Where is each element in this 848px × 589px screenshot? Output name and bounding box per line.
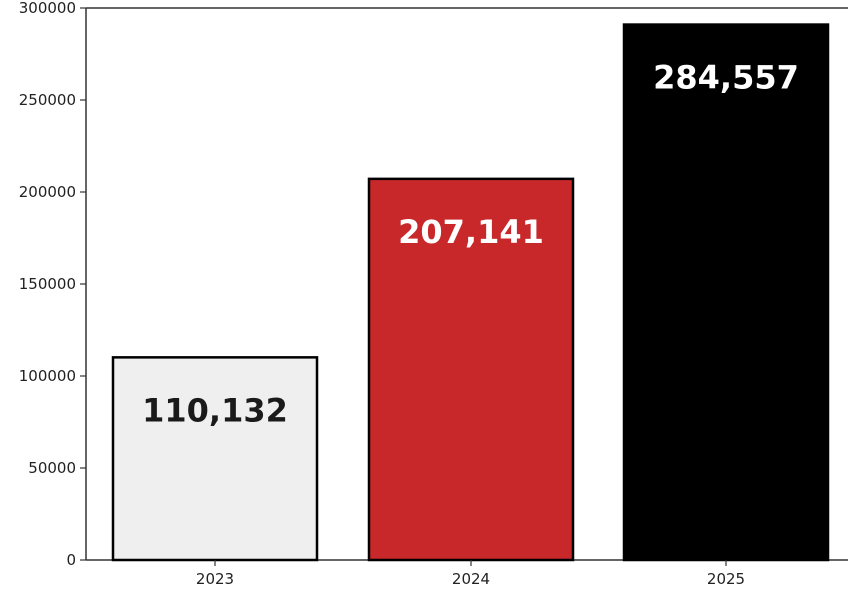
x-axis: 2023 2024 2025 xyxy=(196,560,745,588)
y-tick-label: 150000 xyxy=(19,275,76,293)
bar-2024 xyxy=(367,177,575,562)
bar-2023 xyxy=(111,356,319,562)
y-tick-label: 0 xyxy=(66,551,76,569)
y-tick-label: 100000 xyxy=(19,367,76,385)
x-tick-label: 2025 xyxy=(707,570,745,588)
y-axis: 0 50000 100000 150000 200000 250000 300000 xyxy=(19,0,86,569)
data-label-2024: 207,141 xyxy=(398,213,544,251)
y-tick-label: 50000 xyxy=(28,459,76,477)
bar-2025 xyxy=(622,23,830,562)
y-tick-label: 200000 xyxy=(19,183,76,201)
y-tick-label: 300000 xyxy=(19,0,76,17)
x-tick-label: 2023 xyxy=(196,570,234,588)
x-tick-label: 2024 xyxy=(452,570,490,588)
data-label-2023: 110,132 xyxy=(142,391,288,429)
bars: 110,132 207,141 284,557 xyxy=(111,23,830,562)
y-tick-label: 250000 xyxy=(19,91,76,109)
data-label-2025: 284,557 xyxy=(653,59,799,97)
